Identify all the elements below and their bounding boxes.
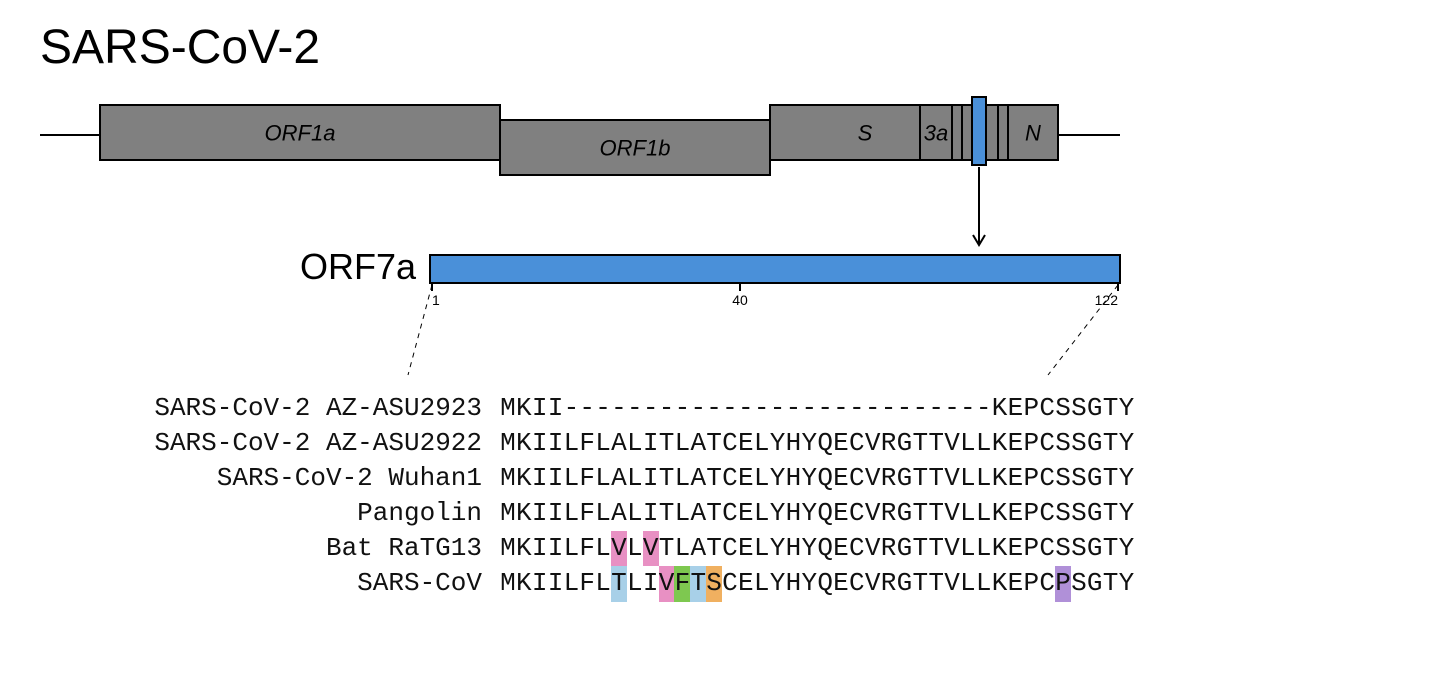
- sequence-label: Bat RaTG13: [130, 531, 500, 566]
- tick-label: 122: [1095, 292, 1119, 308]
- sequence-label: SARS-CoV-2 AZ-ASU2922: [130, 426, 500, 461]
- tick-label: 40: [732, 292, 748, 308]
- alignment-row: SARS-CoV-2 AZ-ASU2923MKII---------------…: [130, 391, 1400, 426]
- alignment-row: SARS-CoV-2 AZ-ASU2922MKIILFLALITLATCELYH…: [130, 426, 1400, 461]
- alignment-row: SARS-CoV-2 Wuhan1MKIILFLALITLATCELYHYQEC…: [130, 461, 1400, 496]
- zoom-guide: [408, 285, 432, 375]
- orf7a-label: ORF7a: [300, 246, 417, 287]
- sequence-label: SARS-CoV: [130, 566, 500, 601]
- gene-S: [770, 105, 920, 160]
- gene-label-ORF1b: ORF1b: [600, 136, 671, 161]
- gene-g3: [986, 105, 998, 160]
- sequence: MKIILFLALITLATCELYHYQECVRGTTVLLKEPCSSGTY: [500, 461, 1134, 496]
- sequence-label: SARS-CoV-2 Wuhan1: [130, 461, 500, 496]
- tick-label: 1: [432, 292, 440, 308]
- gene-orf7a-highlight: [972, 97, 986, 165]
- sequence: MKIILFLALITLATCELYHYQECVRGTTVLLKEPCSSGTY: [500, 426, 1134, 461]
- gene-label-N: N: [1025, 121, 1041, 146]
- gene-g4: [998, 105, 1008, 160]
- gene-label-3a: 3a: [924, 121, 948, 146]
- sequence-label: Pangolin: [130, 496, 500, 531]
- alignment-row: SARS-CoVMKIILFLTLIVFTSCELYHYQECVRGTTVLLK…: [130, 566, 1400, 601]
- gene-label-S: S: [858, 121, 873, 146]
- orf7a-bar: [430, 255, 1120, 283]
- genome-diagram: ORF1a ORF1b S 3a N ORF7a 1 40 122: [40, 85, 1400, 385]
- highlight-arrow: [973, 167, 985, 245]
- alignment-row: PangolinMKIILFLALITLATCELYHYQECVRGTTVLLK…: [130, 496, 1400, 531]
- sequence: MKIILFLTLIVFTSCELYHYQECVRGTTVLLKEPCPSGTY: [500, 566, 1134, 601]
- sequence: MKII---------------------------KEPCSSGTY: [500, 391, 1134, 426]
- gene-g2: [962, 105, 972, 160]
- sequence-alignment: SARS-CoV-2 AZ-ASU2923MKII---------------…: [130, 391, 1400, 602]
- gene-label-ORF1a: ORF1a: [265, 121, 336, 146]
- sequence-label: SARS-CoV-2 AZ-ASU2923: [130, 391, 500, 426]
- alignment-row: Bat RaTG13MKIILFLVLVTLATCELYHYQECVRGTTVL…: [130, 531, 1400, 566]
- gene-g1: [952, 105, 962, 160]
- sequence: MKIILFLALITLATCELYHYQECVRGTTVLLKEPCSSGTY: [500, 496, 1134, 531]
- sequence: MKIILFLVLVTLATCELYHYQECVRGTTVLLKEPCSSGTY: [500, 531, 1134, 566]
- page-title: SARS-CoV-2: [40, 20, 1400, 75]
